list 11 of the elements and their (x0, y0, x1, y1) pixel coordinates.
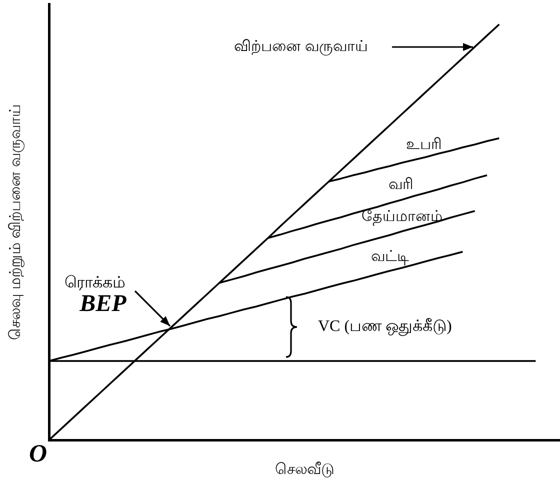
annotation: வரி (388, 176, 414, 194)
annotation: BEP (78, 291, 127, 318)
annotation: வட்டி (371, 248, 409, 266)
annotation: தேய்மானம் (362, 208, 442, 226)
y-axis-title: செலவு மற்றும் விற்பனை வருவாய் (7, 104, 24, 340)
annotation: VC (பண ஒதுக்கீடு) (318, 318, 452, 336)
annotation: உபரி (406, 136, 442, 154)
text: O (28, 440, 48, 468)
x-axis-title: செலவீடு (275, 461, 334, 478)
annotation: ரொக்கம் (64, 274, 126, 292)
annotation: விற்பனை வருவாய் (234, 38, 368, 56)
